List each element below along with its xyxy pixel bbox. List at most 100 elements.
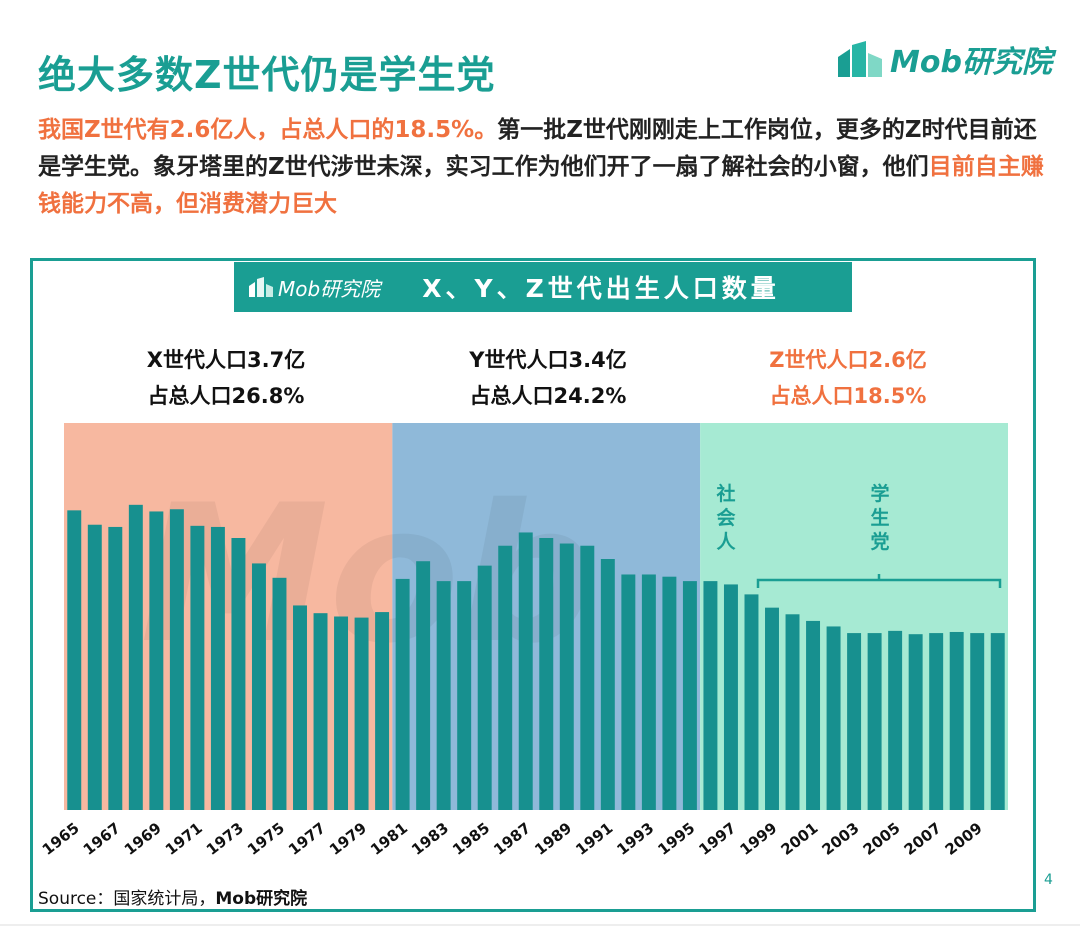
bar-1993 — [641, 574, 656, 810]
bar-1965 — [67, 510, 82, 810]
bar-1981 — [395, 578, 410, 810]
bar-1995 — [682, 581, 697, 810]
bar-1992 — [621, 574, 636, 810]
bar-1969 — [149, 511, 164, 810]
bar-1977 — [313, 613, 328, 810]
bar-1975 — [272, 577, 287, 810]
annotation-student: 学生党 — [870, 482, 889, 553]
bar-1989 — [559, 543, 574, 810]
bar-1966 — [87, 524, 102, 810]
bar-1973 — [231, 537, 246, 810]
bar-2000 — [785, 614, 800, 810]
x-tick-label: 1991 — [572, 819, 616, 859]
x-tick-label: 1979 — [326, 819, 370, 859]
annotation-social-char: 会 — [716, 506, 735, 529]
x-tick-label: 1967 — [80, 819, 124, 859]
bar-1967 — [108, 526, 123, 810]
x-tick-label: 1975 — [244, 819, 288, 859]
page-number: 4 — [1044, 872, 1053, 888]
bar-1978 — [334, 616, 349, 810]
x-tick-label: 1997 — [695, 819, 739, 859]
gen-x-count: X世代人口3.7亿 — [146, 348, 306, 372]
annotation-student-char: 生 — [870, 506, 889, 529]
x-tick-label: 2007 — [901, 819, 945, 859]
bar-2010 — [990, 633, 1005, 810]
x-tick-label: 1969 — [121, 819, 165, 859]
student-bracket — [756, 574, 1002, 588]
bar-1990 — [580, 545, 595, 810]
chart-frame — [30, 258, 1036, 912]
bar-1988 — [539, 537, 554, 810]
gen-z-count: Z世代人口2.6亿 — [769, 348, 927, 372]
source-bold: Mob研究院 — [215, 889, 308, 909]
bar-1971 — [190, 525, 205, 810]
x-tick-label: 1985 — [449, 819, 493, 859]
x-tick-label: 1965 — [39, 819, 83, 859]
bar-1970 — [169, 509, 184, 810]
x-tick-label: 2009 — [942, 819, 986, 859]
x-tick-label: 1977 — [285, 819, 329, 859]
page-title: 绝大多数Z世代仍是学生党 — [38, 53, 496, 97]
x-tick-label: 1987 — [490, 819, 534, 859]
annotation-student-char: 学 — [870, 482, 889, 505]
bar-1999 — [765, 607, 779, 810]
gen-z-label: Z世代人口2.6亿 占总人口18.5% — [688, 342, 1008, 414]
banner-logo-icon — [249, 277, 273, 297]
bar-2009 — [970, 633, 985, 810]
bar-1986 — [498, 545, 513, 810]
bar-1994 — [662, 576, 677, 810]
gen-y-count: Y世代人口3.4亿 — [469, 348, 627, 372]
x-tick-label: 1983 — [408, 819, 452, 859]
brand-logo: Mob研究院 — [836, 34, 1052, 84]
x-tick-label: 1999 — [736, 819, 780, 859]
bar-2002 — [826, 626, 841, 810]
x-tick-label: 1971 — [162, 819, 206, 859]
bar-1996 — [703, 581, 718, 810]
chart-title: X、Y、Z世代出生人口数量 — [422, 274, 780, 303]
source-label: Source：国家统计局， — [38, 889, 216, 909]
banner-logo-text: Mob研究院 — [278, 276, 381, 301]
gen-x-share: 占总人口26.8% — [147, 384, 305, 408]
banner-logo: Mob研究院 — [248, 273, 380, 302]
bar-1991 — [600, 559, 615, 810]
bottom-divider — [0, 924, 1080, 926]
gen-y-share: 占总人口24.2% — [469, 384, 627, 408]
x-tick-label: 2001 — [778, 819, 822, 859]
intro-highlight-2: 目前自主赚钱能力不高，但消费潜力巨大 — [38, 154, 1044, 217]
bar-1968 — [128, 504, 143, 810]
bar-1985 — [477, 565, 492, 810]
chart-banner: Mob研究院 X、Y、Z世代出生人口数量 — [234, 262, 852, 312]
gen-y-label: Y世代人口3.4亿 占总人口24.2% — [388, 342, 708, 414]
logo-building-icon — [838, 41, 883, 77]
bar-1997 — [723, 584, 738, 810]
bar-2008 — [949, 631, 964, 810]
bar-1980 — [375, 612, 390, 810]
intro-paragraph: 我国Z世代有2.6亿人，占总人口的18.5%。第一批Z世代刚刚走上工作岗位，更多… — [38, 112, 1048, 223]
bar-1976 — [293, 605, 307, 810]
bar-1982 — [416, 561, 431, 810]
logo-text: Mob研究院 — [890, 45, 1052, 80]
bar-2005 — [888, 630, 903, 810]
x-tick-label: 2003 — [819, 819, 863, 859]
bar-2001 — [806, 620, 821, 810]
annotation-social-char: 社 — [715, 482, 735, 505]
bar-2003 — [847, 633, 862, 810]
bar-1987 — [518, 532, 533, 810]
x-tick-label: 1973 — [203, 819, 247, 859]
annotation-social: 社会人 — [715, 482, 736, 553]
intro-highlight-1: 我国Z世代有2.6亿人，占总人口的18.5%。 — [38, 117, 498, 143]
bar-1984 — [457, 581, 472, 810]
x-tick-label: 1993 — [613, 819, 657, 859]
annotation-social-char: 人 — [716, 531, 736, 553]
annotation-student-char: 党 — [870, 530, 889, 553]
bar-1972 — [210, 526, 225, 810]
bar-2006 — [908, 634, 923, 810]
x-tick-label: 1981 — [367, 819, 411, 859]
bar-2004 — [867, 633, 882, 810]
x-tick-label: 2005 — [860, 819, 904, 859]
intro-text-1: 第一批Z世代刚刚走上工作岗位，更多的Z时代目前还是学生党。象牙塔里的Z世代涉世未… — [38, 117, 1037, 180]
source-note: Source：国家统计局，Mob研究院 — [38, 884, 307, 909]
bar-1998 — [744, 594, 759, 810]
gen-z-share: 占总人口18.5% — [769, 384, 927, 408]
